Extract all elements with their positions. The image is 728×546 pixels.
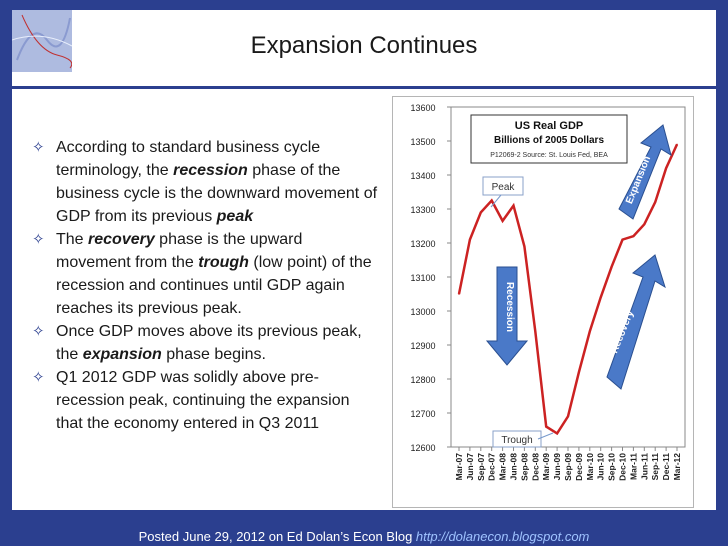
gdp-point xyxy=(556,432,558,435)
bullet-text: According to standard business cycle ter… xyxy=(56,139,321,179)
gdp-point xyxy=(643,223,646,226)
y-tick-label: 13100 xyxy=(410,273,435,283)
x-tick-label: Jun-11 xyxy=(639,453,649,480)
gdp-point xyxy=(567,415,569,418)
x-tick-label: Jun-10 xyxy=(596,453,606,481)
gdp-point xyxy=(599,296,602,299)
x-tick-label: Dec-11 xyxy=(661,453,671,481)
y-tick-label: 12900 xyxy=(410,341,435,351)
chart-source: P12069-2 Source: St. Louis Fed, BEA xyxy=(490,152,608,159)
trough-label: Trough xyxy=(501,435,532,446)
trough-box xyxy=(492,430,542,448)
x-tick-label: Sep-11 xyxy=(650,453,660,481)
y-tick-label: 13200 xyxy=(410,239,435,249)
x-tick-label: Jun-09 xyxy=(552,453,562,481)
recession-arrow xyxy=(485,266,529,366)
footer-text: Posted June 29, 2012 on Ed Dolan’s Econ … xyxy=(138,529,416,544)
gdp-point xyxy=(523,245,526,248)
y-tick-label: 13000 xyxy=(410,307,435,317)
bullet-text: trough xyxy=(198,254,249,271)
bullet-text: (low point) of the recession and continu… xyxy=(56,254,372,317)
x-tick-label: Sep-07 xyxy=(476,453,486,481)
gdp-point xyxy=(676,143,678,146)
x-tick-label: Sep-08 xyxy=(519,453,529,481)
x-tick-label: Mar-11 xyxy=(628,453,638,480)
x-tick-label: Dec-09 xyxy=(574,453,584,481)
gdp-point xyxy=(512,204,515,207)
chart-title: US Real GDP xyxy=(515,120,583,132)
bullet-diamond-icon: ✧ xyxy=(32,139,45,156)
x-tick-label: Dec-07 xyxy=(487,453,497,481)
chart-title-box xyxy=(470,114,628,164)
y-tick-label: 13600 xyxy=(410,103,435,113)
gdp-point xyxy=(534,330,537,333)
bullet-diamond-icon: ✧ xyxy=(32,369,45,386)
x-tick-label: Mar-08 xyxy=(498,453,508,481)
slide: Expansion Continues ✧ According to standa… xyxy=(12,10,716,534)
expansion-arrow xyxy=(618,124,672,220)
x-tick-label: Jun-07 xyxy=(465,453,475,481)
y-tick-label: 12600 xyxy=(410,443,435,453)
bullet-text: phase is the upward movement from the xyxy=(56,231,303,271)
gdp-point xyxy=(654,201,656,203)
peak-pointer xyxy=(490,194,502,208)
bullet-diamond-icon: ✧ xyxy=(32,323,45,340)
bullet-item: ✧ Q1 2012 GDP was solidly above pre-reces… xyxy=(20,366,378,435)
page-title: Expansion Continues xyxy=(250,32,478,59)
gdp-point xyxy=(480,211,482,214)
bullet-item: ✧ Once GDP moves above its previous peak,… xyxy=(20,320,378,366)
gdp-point xyxy=(490,199,493,202)
x-tick-label: Mar-12 xyxy=(672,453,682,481)
bullet-text: Q1 2012 GDP was solidly above pre-recess… xyxy=(56,369,350,432)
gdp-point xyxy=(665,167,667,169)
bullet-text: recession xyxy=(173,162,248,179)
bullet-item: ✧ According to standard business cycle te… xyxy=(20,136,378,228)
bullet-text: recovery xyxy=(88,231,155,248)
bullet-diamond-icon: ✧ xyxy=(32,231,45,248)
x-tick-label: Sep-10 xyxy=(607,453,617,481)
y-tick-label: 13500 xyxy=(410,137,435,147)
x-tick-label: Dec-08 xyxy=(530,453,540,481)
gdp-point xyxy=(458,293,460,295)
bullet-item: ✧ The recovery phase is the upward moveme… xyxy=(20,228,378,320)
gdp-point xyxy=(610,266,613,268)
y-tick-label: 12800 xyxy=(410,375,435,385)
chart-subtitle: Billions of 2005 Dollars xyxy=(494,135,604,146)
gdp-point xyxy=(578,371,580,374)
recession-label: Recession xyxy=(504,282,515,332)
footer-link[interactable]: http://dolanecon.blogspot.com xyxy=(415,529,590,544)
gdp-point xyxy=(632,235,635,237)
trough-pointer xyxy=(537,432,554,440)
y-tick-label: 13400 xyxy=(410,171,435,181)
gdp-point xyxy=(469,238,471,241)
logo-image xyxy=(12,10,72,72)
gdp-point xyxy=(545,425,547,428)
peak-box xyxy=(482,176,524,196)
recovery-arrow xyxy=(606,254,666,390)
gdp-point xyxy=(621,238,624,241)
bullet-text: expansion xyxy=(82,346,162,363)
bullet-list: ✧ According to standard business cycle te… xyxy=(20,136,378,435)
bullet-text: phase of the business cycle is the downw… xyxy=(56,162,378,225)
peak-label: Peak xyxy=(492,182,516,193)
footer-bar xyxy=(0,510,728,546)
y-tick-label: 13300 xyxy=(410,205,435,215)
bullet-text: peak xyxy=(216,208,254,225)
gdp-point xyxy=(589,330,591,333)
bullet-text: phase begins. xyxy=(161,346,266,363)
bullet-text: The xyxy=(56,231,89,248)
x-tick-label: Sep-09 xyxy=(563,453,573,481)
footer: Posted June 29, 2012 on Ed Dolan’s Econ … xyxy=(0,529,728,544)
gdp-point xyxy=(501,220,504,222)
x-tick-label: Dec-10 xyxy=(618,453,628,481)
y-tick-label: 12700 xyxy=(410,409,435,419)
x-tick-label: Mar-09 xyxy=(541,453,551,481)
x-tick-label: Mar-07 xyxy=(454,453,464,481)
gdp-chart-svg: 12600 12700 12800 12900 13000 13100 13200 13300… xyxy=(410,103,686,481)
title-divider xyxy=(12,86,716,89)
gdp-chart: 12600 12700 12800 12900 13000 13100 13200 13300… xyxy=(392,96,694,508)
x-tick-label: Jun-08 xyxy=(509,453,519,481)
x-tick-label: Mar-10 xyxy=(585,453,595,481)
bullet-text: Once GDP moves above its previous peak, … xyxy=(56,323,362,363)
